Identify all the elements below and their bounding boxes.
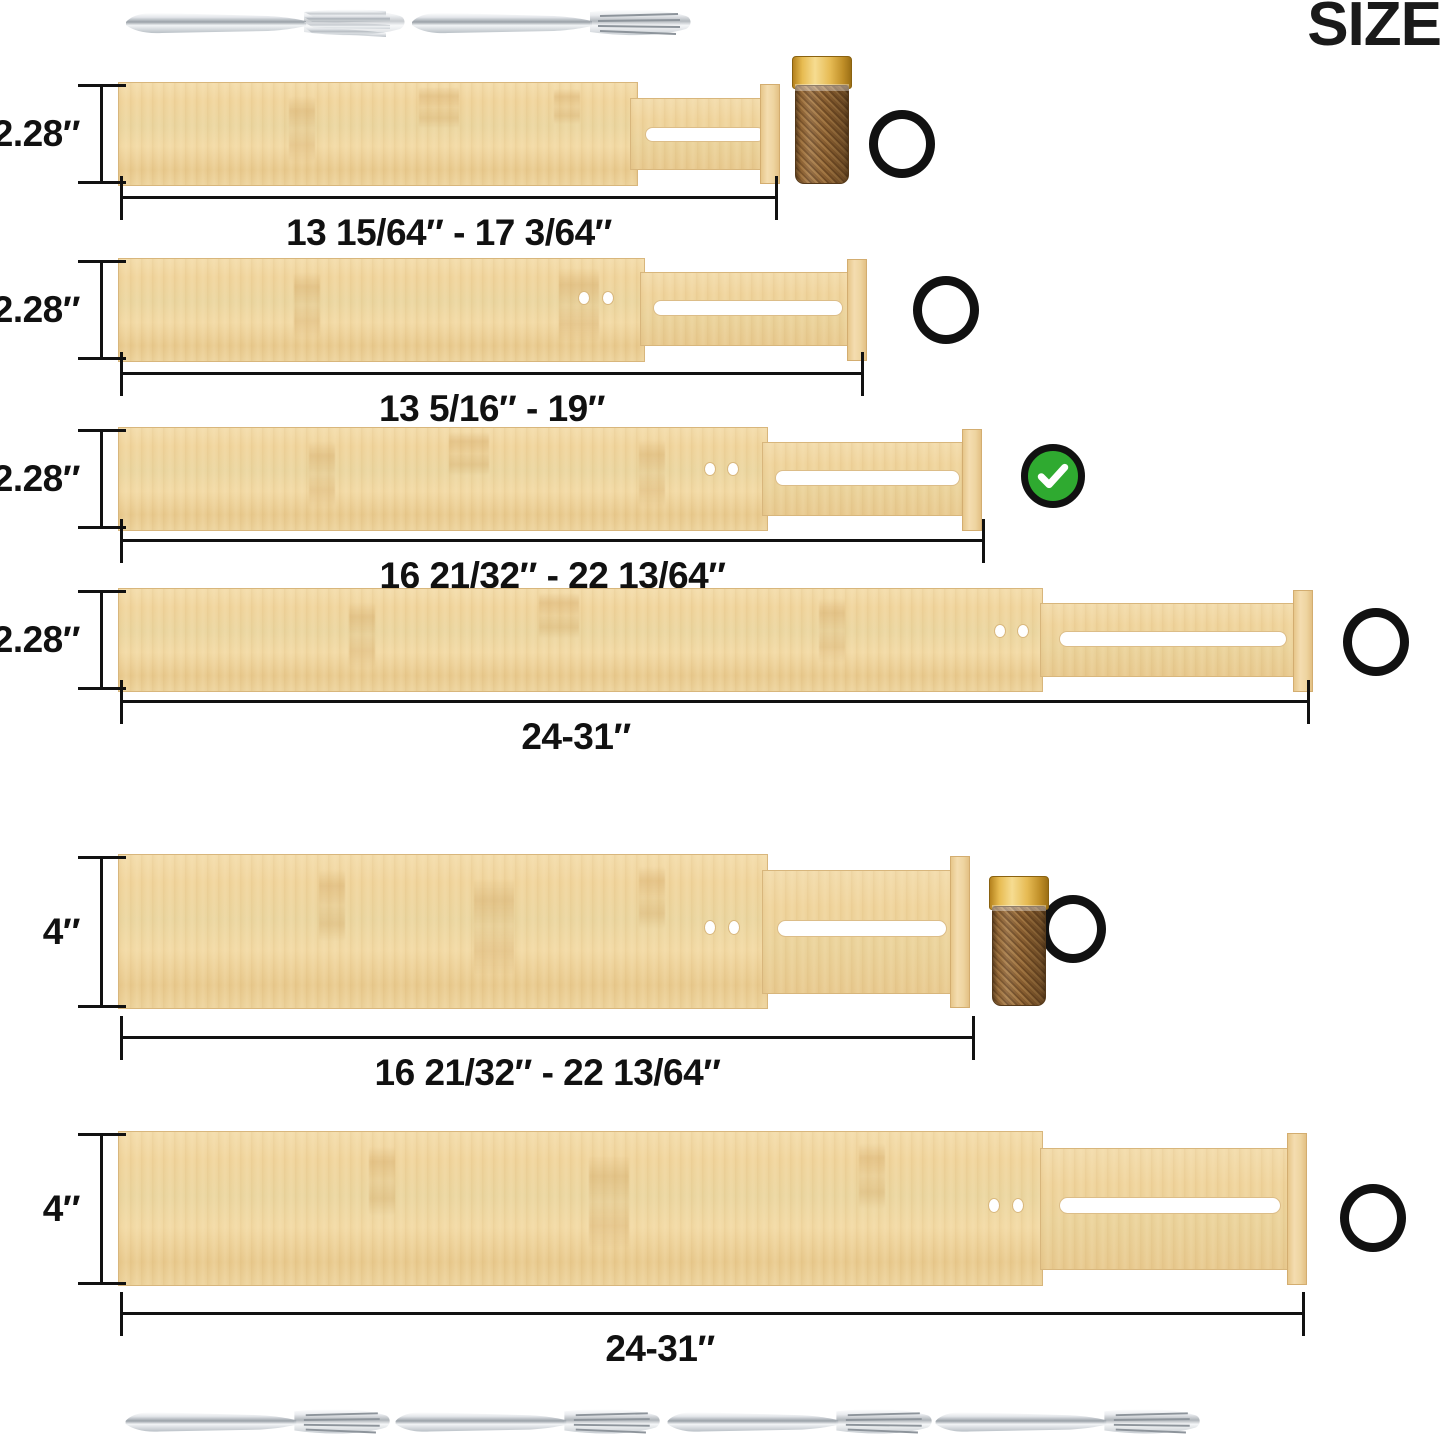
height-label: 2.28″ [0, 458, 81, 499]
divider-extension-arm [762, 442, 980, 516]
divider-board [118, 258, 645, 362]
adjustment-hole [728, 920, 740, 935]
length-label: 13 15/64″ - 17 3/64″ [286, 212, 612, 253]
fork-icon [388, 1396, 663, 1444]
divider-board [118, 427, 768, 531]
divider-extension-arm [1040, 603, 1308, 677]
divider-end-cap [847, 259, 867, 361]
adjustment-hole [1017, 624, 1029, 638]
divider-extension-arm [1040, 1148, 1302, 1270]
divider-end-cap [760, 84, 780, 184]
divider-end-cap [950, 856, 970, 1008]
length-label: 24-31″ [605, 1328, 715, 1369]
height-label: 4″ [42, 1188, 81, 1229]
height-label: 2.28″ [0, 113, 81, 154]
adjustment-hole [994, 624, 1006, 638]
divider-board [118, 1131, 1043, 1286]
divider-extension-arm [640, 272, 860, 346]
page-title: SIZE [1307, 0, 1442, 59]
fork-icon [928, 1396, 1203, 1444]
height-label: 2.28″ [0, 619, 81, 660]
selected-check-icon [1021, 444, 1085, 508]
fork-icon [660, 1396, 935, 1444]
selection-ring-icon [913, 276, 979, 344]
adjustment-hole [602, 291, 614, 305]
spice-jar-icon [988, 876, 1050, 1006]
length-label: 24-31″ [521, 716, 631, 757]
divider-extension-arm [630, 98, 778, 170]
fork-icon [118, 1396, 393, 1444]
spice-jar-icon [791, 56, 853, 184]
divider-extension-arm [762, 870, 960, 994]
length-label: 16 21/32″ - 22 13/64″ [374, 1052, 721, 1093]
adjustment-hole [704, 462, 716, 476]
divider-board [118, 82, 638, 186]
height-label: 4″ [42, 911, 81, 952]
adjustment-hole [727, 462, 739, 476]
divider-board [118, 854, 768, 1009]
selection-ring-icon [869, 110, 935, 178]
adjustment-hole [704, 920, 716, 935]
selection-ring-icon [1343, 608, 1409, 676]
fork-icon [404, 0, 694, 46]
fork-icon [118, 0, 408, 46]
selection-ring-icon [1340, 1184, 1406, 1252]
height-label: 2.28″ [0, 289, 81, 330]
adjustment-hole [578, 291, 590, 305]
divider-end-cap [1293, 590, 1313, 692]
divider-end-cap [1287, 1133, 1307, 1285]
adjustment-hole [1012, 1198, 1024, 1213]
divider-end-cap [962, 429, 982, 531]
length-label: 13 5/16″ - 19″ [379, 388, 605, 429]
adjustment-hole [988, 1198, 1000, 1213]
divider-board [118, 588, 1043, 692]
